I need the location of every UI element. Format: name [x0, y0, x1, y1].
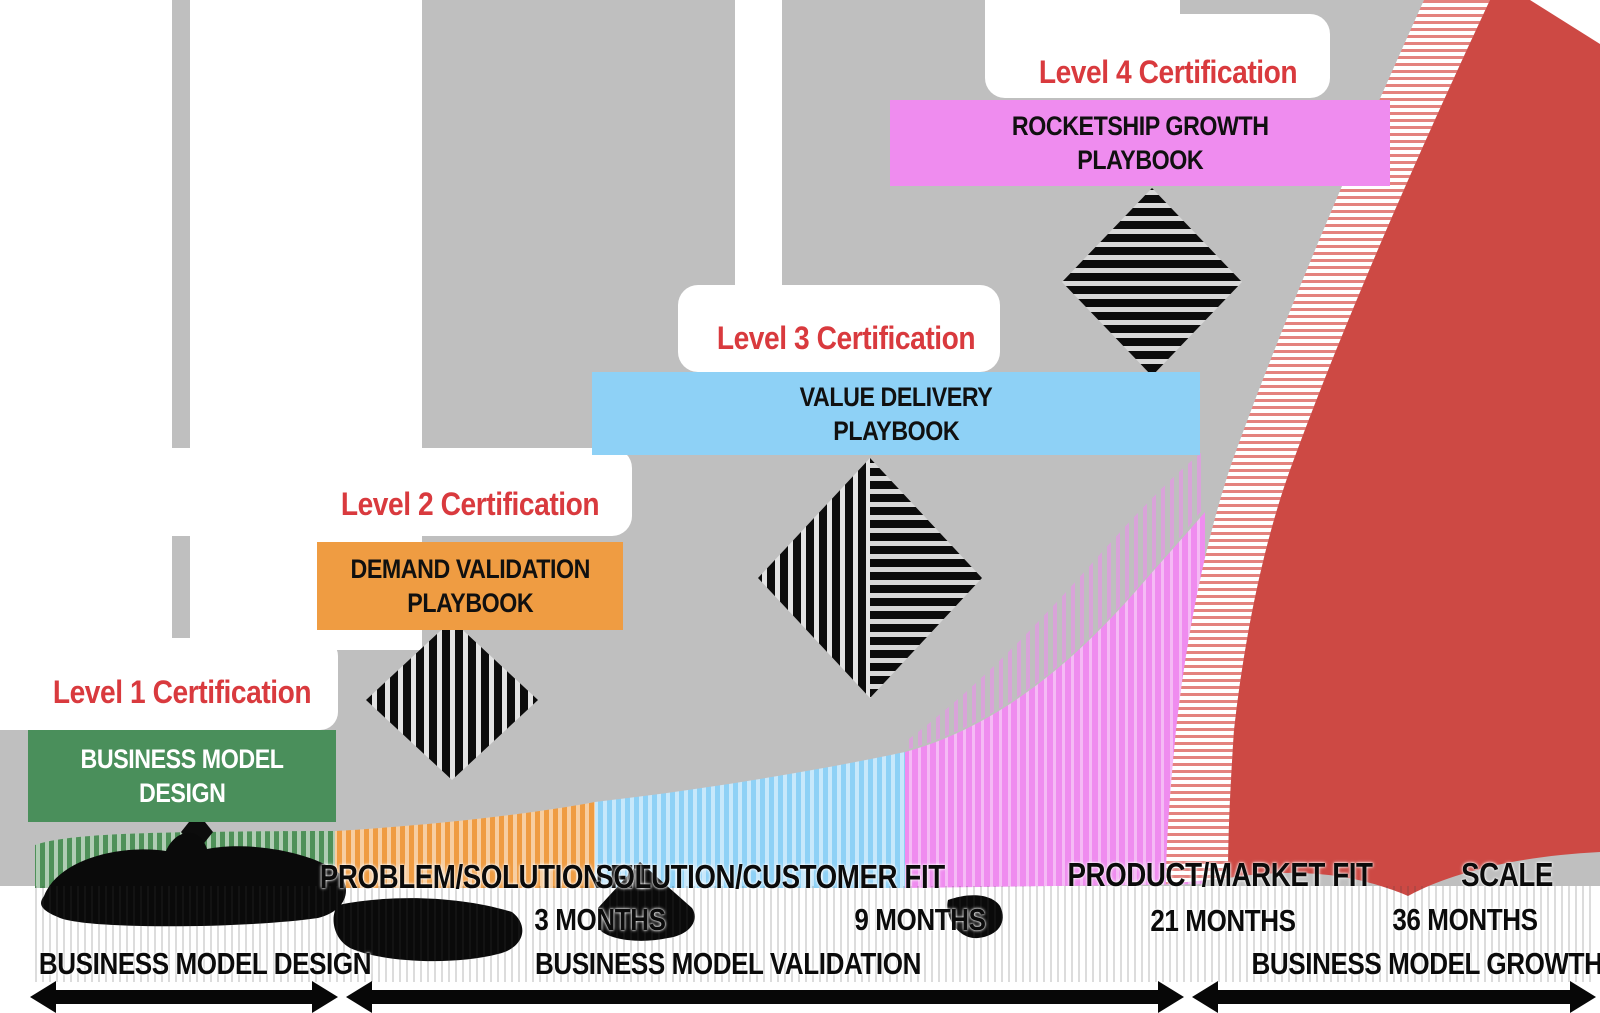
timeline-arrows — [30, 981, 1596, 1013]
level-3-box-line2: PLAYBOOK — [832, 415, 960, 446]
level-4-box-line1: ROCKETSHIP GROWTH — [1011, 111, 1269, 141]
duration-36-months: 36 MONTHS — [1392, 902, 1538, 937]
level-2-callout — [115, 448, 632, 536]
level-4-title: Level 4 Certification — [1038, 54, 1298, 90]
level-2-title: Level 2 Certification — [340, 486, 600, 522]
level-3-diamond-right — [870, 458, 982, 698]
curve-red-hatch-band — [1166, 0, 1490, 884]
level-1-box-line1: BUSINESS MODEL — [80, 744, 284, 774]
level-4-diamond — [1062, 188, 1242, 376]
white-topleft-region — [0, 0, 422, 650]
level-4-callout — [985, 14, 1330, 98]
phase-business-model-design: BUSINESS MODEL DESIGN — [38, 946, 372, 981]
glitch-overlay — [30, 886, 1595, 982]
milestone-diamonds — [181, 188, 1242, 852]
level-3-playbook-box: VALUE DELIVERY PLAYBOOK — [592, 372, 1200, 455]
curve-segment-solution-customer — [595, 752, 905, 888]
arrow-business-model-design — [30, 981, 338, 1013]
phase-business-model-growth: BUSINESS MODEL GROWTH — [1251, 946, 1600, 981]
level-2-playbook-box: DEMAND VALIDATION PLAYBOOK — [317, 542, 623, 630]
stage-problem-solution-fit: PROBLEM/SOLUTION FIT — [319, 858, 651, 895]
white-channel — [735, 0, 782, 300]
level-1-callout — [0, 638, 338, 730]
gray-glitch-strip — [172, 0, 190, 650]
level-3-diamond-left — [758, 458, 870, 698]
curve-segment-product-market — [905, 512, 1205, 888]
level-2-diamond — [366, 620, 538, 780]
level-3-title: Level 3 Certification — [716, 320, 976, 356]
stage-solution-customer-fit: SOLUTION/CUSTOMER FIT — [595, 858, 945, 895]
level-3-box-line1: VALUE DELIVERY — [799, 381, 993, 412]
level-1-title: Level 1 Certification — [52, 674, 312, 710]
level-3-callout — [678, 285, 1000, 372]
level-1-playbook-box: BUSINESS MODEL DESIGN — [28, 730, 336, 822]
curve-segment-product-market-haze — [905, 452, 1202, 750]
white-corner-topright — [1530, 0, 1600, 44]
level-4-playbook-box: ROCKETSHIP GROWTH PLAYBOOK — [890, 100, 1390, 186]
curve-segment-problem-solution — [335, 802, 595, 888]
duration-3-months: 3 MONTHS — [534, 902, 666, 937]
curve-segment-scale — [1228, 0, 1600, 896]
duration-21-months: 21 MONTHS — [1150, 903, 1296, 938]
stage-product-market-fit: PRODUCT/MARKET FIT — [1067, 856, 1373, 893]
arrow-business-model-validation — [346, 981, 1184, 1013]
level-2-box-line2: PLAYBOOK — [406, 588, 534, 618]
level-1-box-line2: DESIGN — [138, 778, 226, 808]
level-4-box-line2: PLAYBOOK — [1076, 145, 1204, 175]
arrow-business-model-growth — [1192, 981, 1596, 1013]
duration-9-months: 9 MONTHS — [854, 902, 986, 937]
level-2-box-line1: DEMAND VALIDATION — [350, 554, 590, 584]
phase-business-model-validation: BUSINESS MODEL VALIDATION — [535, 946, 921, 981]
stage-scale: SCALE — [1461, 856, 1553, 893]
